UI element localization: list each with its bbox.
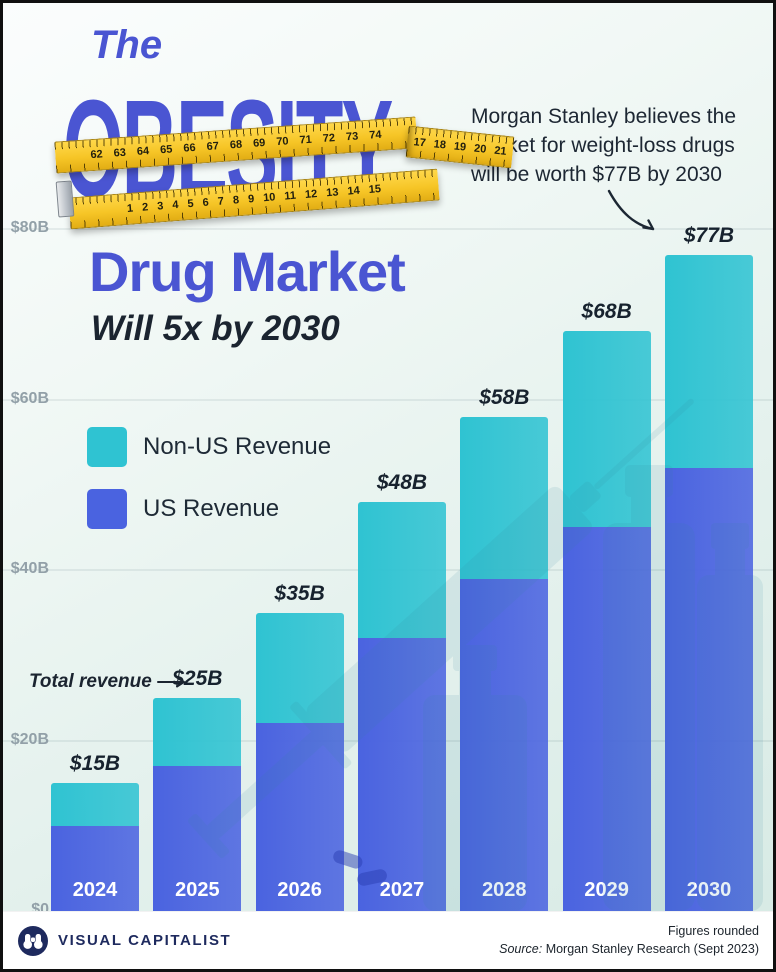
bar-segment-non-us — [562, 331, 651, 528]
title-subtitle: Will 5x by 2030 — [91, 309, 340, 348]
bar-segment-non-us — [153, 697, 242, 767]
bar-segment-us: 2028 — [460, 578, 549, 911]
bar-total-label: $15B — [69, 752, 121, 776]
legend-label-us: US Revenue — [143, 495, 280, 522]
source-text: Morgan Stanley Research (Sept 2023) — [545, 941, 759, 956]
y-axis-label: $80B — [10, 219, 49, 236]
annotation-line-1: Morgan Stanley believes the — [471, 105, 736, 128]
bar-segment-non-us — [51, 783, 139, 826]
legend-label-nonus: Non-US Revenue — [143, 433, 332, 460]
title-obesity: OBESITY — [63, 70, 393, 227]
bar-group-2030: $77B 2030 — [664, 223, 753, 911]
bar-group-2024: $15B 2024 — [51, 752, 139, 911]
bar-group-2027: $48B 2027 — [357, 470, 446, 911]
bar-year-label: 2025 — [175, 879, 220, 901]
bar-year-label: 2027 — [379, 879, 425, 901]
bar-total-label: $35B — [274, 581, 325, 605]
bar-total-label: $58B — [479, 385, 530, 409]
bar-segment-us: 2030 — [664, 467, 753, 911]
bar-total-label: $68B — [581, 300, 632, 324]
bar-segment-us: 2027 — [357, 638, 446, 911]
bar-year-label: 2024 — [72, 879, 118, 901]
bar-year-label: 2026 — [277, 879, 322, 901]
bar-total-label: $77B — [683, 223, 735, 247]
legend-swatch-us — [87, 489, 127, 529]
annotation-line-3: will be worth $77B by 2030 — [471, 162, 722, 186]
y-axis-label: $20B — [10, 730, 49, 748]
right-arrow-icon — [156, 676, 185, 688]
bar-segment-us: 2024 — [51, 825, 139, 911]
legend-swatch-nonus — [87, 427, 127, 467]
bar-total-label: $48B — [376, 470, 428, 494]
footer-notes: Figures rounded Source: Morgan Stanley R… — [499, 923, 759, 958]
bar-group-2025: $25B 2025 — [153, 666, 242, 911]
bar-chart: $15B 2024 $25B 2025 $35B 2026 $48B 2027 $58B 2028… — [51, 166, 753, 911]
annotation-curved-arrow-icon — [607, 189, 655, 231]
annotation-line-2: market for weight-loss drugs — [471, 133, 735, 157]
source-prefix: Source: — [499, 941, 543, 956]
annotation-morgan-stanley: Morgan Stanley believes the market for w… — [471, 103, 771, 190]
bar-year-label: 2029 — [584, 879, 629, 901]
visual-capitalist-logo-icon — [18, 925, 48, 956]
bar-total-label: $25B — [172, 666, 223, 690]
total-revenue-callout: Total revenue — [29, 671, 189, 693]
figures-note: Figures rounded — [667, 924, 759, 938]
bar-segment-us: 2025 — [153, 766, 242, 911]
y-axis-label: $60B — [10, 389, 49, 407]
bar-group-2029: $68B 2029 — [562, 300, 651, 911]
footer: VISUAL CAPITALIST Figures rounded Source… — [3, 911, 773, 969]
legend: Non-US Revenue US Revenue — [87, 427, 331, 529]
source-line: Source: Morgan Stanley Research (Sept 20… — [499, 941, 759, 959]
legend-row-non-us: Non-US Revenue — [87, 427, 331, 467]
brand: VISUAL CAPITALIST — [17, 925, 231, 957]
y-axis-label: $40B — [10, 560, 49, 577]
title-drug-market: Drug Market — [89, 240, 406, 303]
bar-segment-us: 2026 — [255, 723, 344, 911]
gridline — [3, 398, 773, 401]
bar-group-2026: $35B 2026 — [255, 581, 344, 911]
bar-year-label: 2030 — [686, 879, 732, 901]
bar-segment-non-us — [664, 254, 753, 468]
bar-group-2028: $58B 2028 — [460, 385, 549, 911]
bar-segment-us: 2029 — [562, 527, 651, 911]
bar-segment-non-us — [460, 416, 549, 579]
bar-segment-non-us — [255, 612, 344, 724]
legend-row-us: US Revenue — [87, 489, 331, 529]
bar-year-label: 2028 — [482, 879, 527, 901]
title-the: The — [91, 23, 163, 67]
bar-segment-non-us — [357, 501, 446, 639]
total-revenue-label: Total revenue — [29, 671, 152, 692]
brand-name: VISUAL CAPITALIST — [58, 932, 232, 949]
